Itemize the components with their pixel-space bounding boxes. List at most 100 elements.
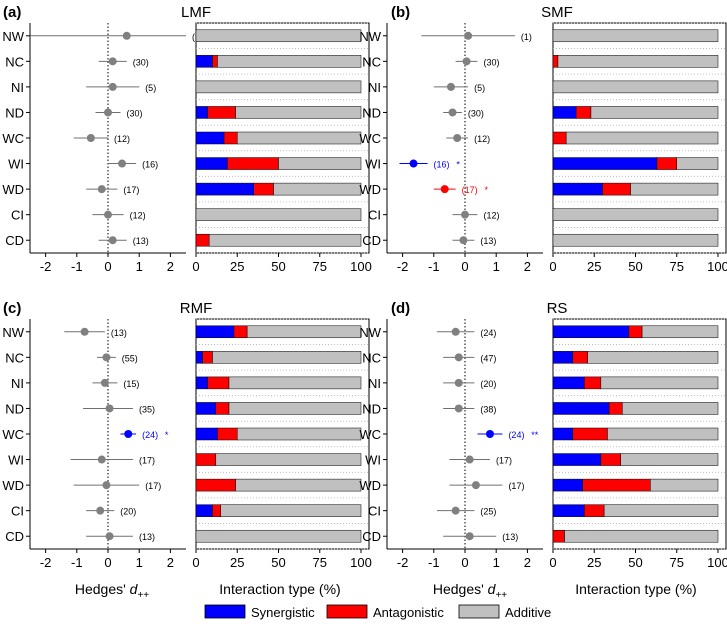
sample-size-label: (17): [508, 481, 524, 491]
sample-size-label: (5): [474, 83, 485, 93]
bar-segment-synergistic: [195, 106, 208, 119]
bar-segment-synergistic: [195, 55, 213, 68]
effect-size-point: [465, 532, 474, 541]
bar-x-tick-label: 100: [350, 259, 372, 274]
bar-x-tick-label: 0: [192, 555, 199, 570]
bar-x-tick-label: 100: [350, 555, 372, 570]
panel-title: LMF: [181, 4, 211, 21]
forest-x-tick-label: 0: [461, 555, 468, 570]
forest-x-tick-label: 0: [104, 555, 111, 570]
category-label: WD: [2, 182, 24, 197]
sample-size-label: (38): [480, 404, 496, 414]
category-label: NI: [368, 376, 381, 391]
effect-size-point: [86, 134, 95, 142]
effect-size-point: [448, 108, 457, 117]
category-label: ND: [5, 105, 24, 120]
significance-marker: *: [484, 185, 488, 195]
forest-x-tick-label: 2: [167, 555, 174, 570]
bar-x-tick-label: 50: [271, 259, 285, 274]
sample-size-label: (17): [462, 185, 478, 195]
bar-segment-synergistic: [552, 351, 574, 364]
bar-segment-additive: [273, 182, 362, 196]
category-label: WI: [365, 157, 381, 172]
category-label: WI: [8, 157, 24, 172]
category-label: NI: [11, 80, 24, 95]
hedges-word: Hedges': [433, 581, 488, 597]
bar-segment-antagonistic: [253, 182, 274, 196]
bar-segment-antagonistic: [608, 402, 623, 415]
forest-x-tick-label: 1: [493, 259, 500, 274]
bar-x-tick-label: 100: [707, 555, 727, 570]
effect-size-point: [454, 378, 463, 387]
x-axis-label-hedges: Hedges' d++: [75, 581, 149, 601]
sample-size-label: (17): [139, 456, 155, 466]
bar-segment-synergistic: [195, 427, 218, 441]
category-label: ND: [362, 401, 381, 416]
bar-segment-antagonistic: [195, 478, 236, 492]
sample-size-label: (5): [145, 83, 156, 93]
forest-x-tick-label: 0: [104, 259, 111, 274]
bar-segment-additive: [630, 182, 719, 196]
bar-segment-synergistic: [552, 182, 603, 196]
effect-size-point: [96, 506, 105, 515]
bar-x-tick-label: 25: [230, 259, 244, 274]
forest-x-tick-label: 1: [136, 555, 143, 570]
bar-segment-additive: [650, 478, 719, 492]
sample-size-label: (12): [474, 134, 490, 144]
panel-label: (a): [3, 4, 21, 21]
legend-swatch-synergistic: [204, 604, 246, 619]
category-label: NI: [11, 376, 24, 391]
bar-segment-antagonistic: [628, 325, 643, 339]
bar-segment-additive: [641, 325, 719, 339]
effect-size-point: [454, 404, 463, 413]
bar-segment-additive: [246, 325, 362, 339]
x-axis-label-interaction: Interaction type (%): [575, 581, 696, 597]
forest-x-tick-label: 1: [136, 259, 143, 274]
bar-segment-additive: [237, 427, 362, 441]
effect-size-point: [451, 506, 460, 515]
sample-size-label: (30): [468, 108, 484, 118]
effect-size-point: [459, 236, 468, 245]
bar-segment-antagonistic: [600, 453, 621, 466]
sample-size-label: (13): [480, 236, 496, 246]
legend-swatch-additive: [458, 604, 500, 619]
bar-segment-additive: [215, 453, 362, 466]
significance-marker: *: [165, 430, 169, 440]
effect-size-point: [108, 82, 117, 91]
category-label: NC: [362, 54, 381, 69]
legend-label: Synergistic: [251, 605, 315, 620]
legend-label: Additive: [505, 605, 551, 620]
category-label: NW: [359, 325, 381, 340]
panel-title: RMF: [180, 300, 213, 317]
category-label: WC: [2, 131, 24, 146]
category-label: WC: [2, 427, 24, 442]
sample-size-label: (20): [120, 507, 136, 517]
effect-size-point: [485, 430, 494, 438]
category-label: NW: [2, 29, 24, 44]
hedges-symbol: d: [130, 581, 139, 597]
effect-size-point: [453, 134, 462, 142]
effect-size-point: [104, 210, 112, 219]
bar-x-tick-label: 0: [549, 259, 556, 274]
legend: Synergistic Antagonistic Additive: [204, 604, 551, 620]
forest-x-tick-label: -1: [71, 259, 83, 274]
bar-segment-additive: [676, 157, 719, 170]
bar-segment-additive: [212, 351, 362, 364]
sample-size-label: (30): [483, 57, 499, 67]
category-label: NW: [359, 29, 381, 44]
effect-size-point: [108, 57, 117, 66]
bar-segment-additive: [220, 504, 362, 517]
panel-lmf: (a)LMF-2-1012NWNCNINDWCWIWDCICD(1)(30)(5…: [2, 4, 372, 274]
bar-segment-synergistic: [195, 325, 235, 339]
sample-size-label: (17): [145, 481, 161, 491]
bar-segment-additive: [552, 233, 719, 247]
bar-segment-antagonistic: [575, 106, 592, 119]
bar-x-tick-label: 25: [230, 555, 244, 570]
bar-segment-additive: [620, 453, 719, 466]
hedges-word: Hedges': [75, 581, 130, 597]
sample-size-label: (12): [483, 211, 499, 221]
category-label: WC: [359, 427, 381, 442]
bar-x-tick-label: 50: [271, 555, 285, 570]
bar-segment-antagonistic: [552, 529, 565, 543]
effect-size-point: [462, 57, 471, 66]
